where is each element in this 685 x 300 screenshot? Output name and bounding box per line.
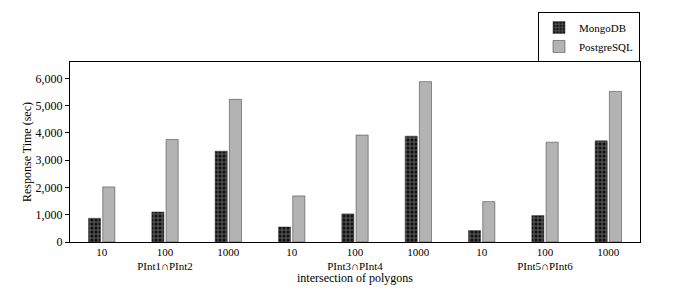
svg-text:PInt3∩PInt4: PInt3∩PInt4 xyxy=(327,260,383,272)
svg-text:Response Time (sec): Response Time (sec) xyxy=(20,102,34,202)
svg-text:PInt5∩PInt6: PInt5∩PInt6 xyxy=(517,260,573,272)
svg-text:100: 100 xyxy=(347,246,364,258)
svg-text:1,000: 1,000 xyxy=(36,208,63,222)
svg-text:intersection of polygons: intersection of polygons xyxy=(297,271,413,285)
svg-text:1000: 1000 xyxy=(597,246,620,258)
svg-text:4,000: 4,000 xyxy=(36,126,63,140)
svg-text:6,000: 6,000 xyxy=(36,72,63,86)
svg-text:PostgreSQL: PostgreSQL xyxy=(579,41,633,53)
svg-text:1000: 1000 xyxy=(217,246,240,258)
svg-text:100: 100 xyxy=(157,246,174,258)
svg-text:10: 10 xyxy=(476,246,488,258)
svg-text:3,000: 3,000 xyxy=(36,153,63,167)
svg-text:2,000: 2,000 xyxy=(36,181,63,195)
svg-text:1000: 1000 xyxy=(407,246,430,258)
svg-text:5,000: 5,000 xyxy=(36,99,63,113)
svg-text:PInt1∩PInt2: PInt1∩PInt2 xyxy=(137,260,193,272)
svg-text:100: 100 xyxy=(537,246,554,258)
svg-text:10: 10 xyxy=(286,246,298,258)
svg-text:0: 0 xyxy=(57,235,63,249)
svg-text:MongoDB: MongoDB xyxy=(579,22,626,34)
svg-text:10: 10 xyxy=(96,246,108,258)
